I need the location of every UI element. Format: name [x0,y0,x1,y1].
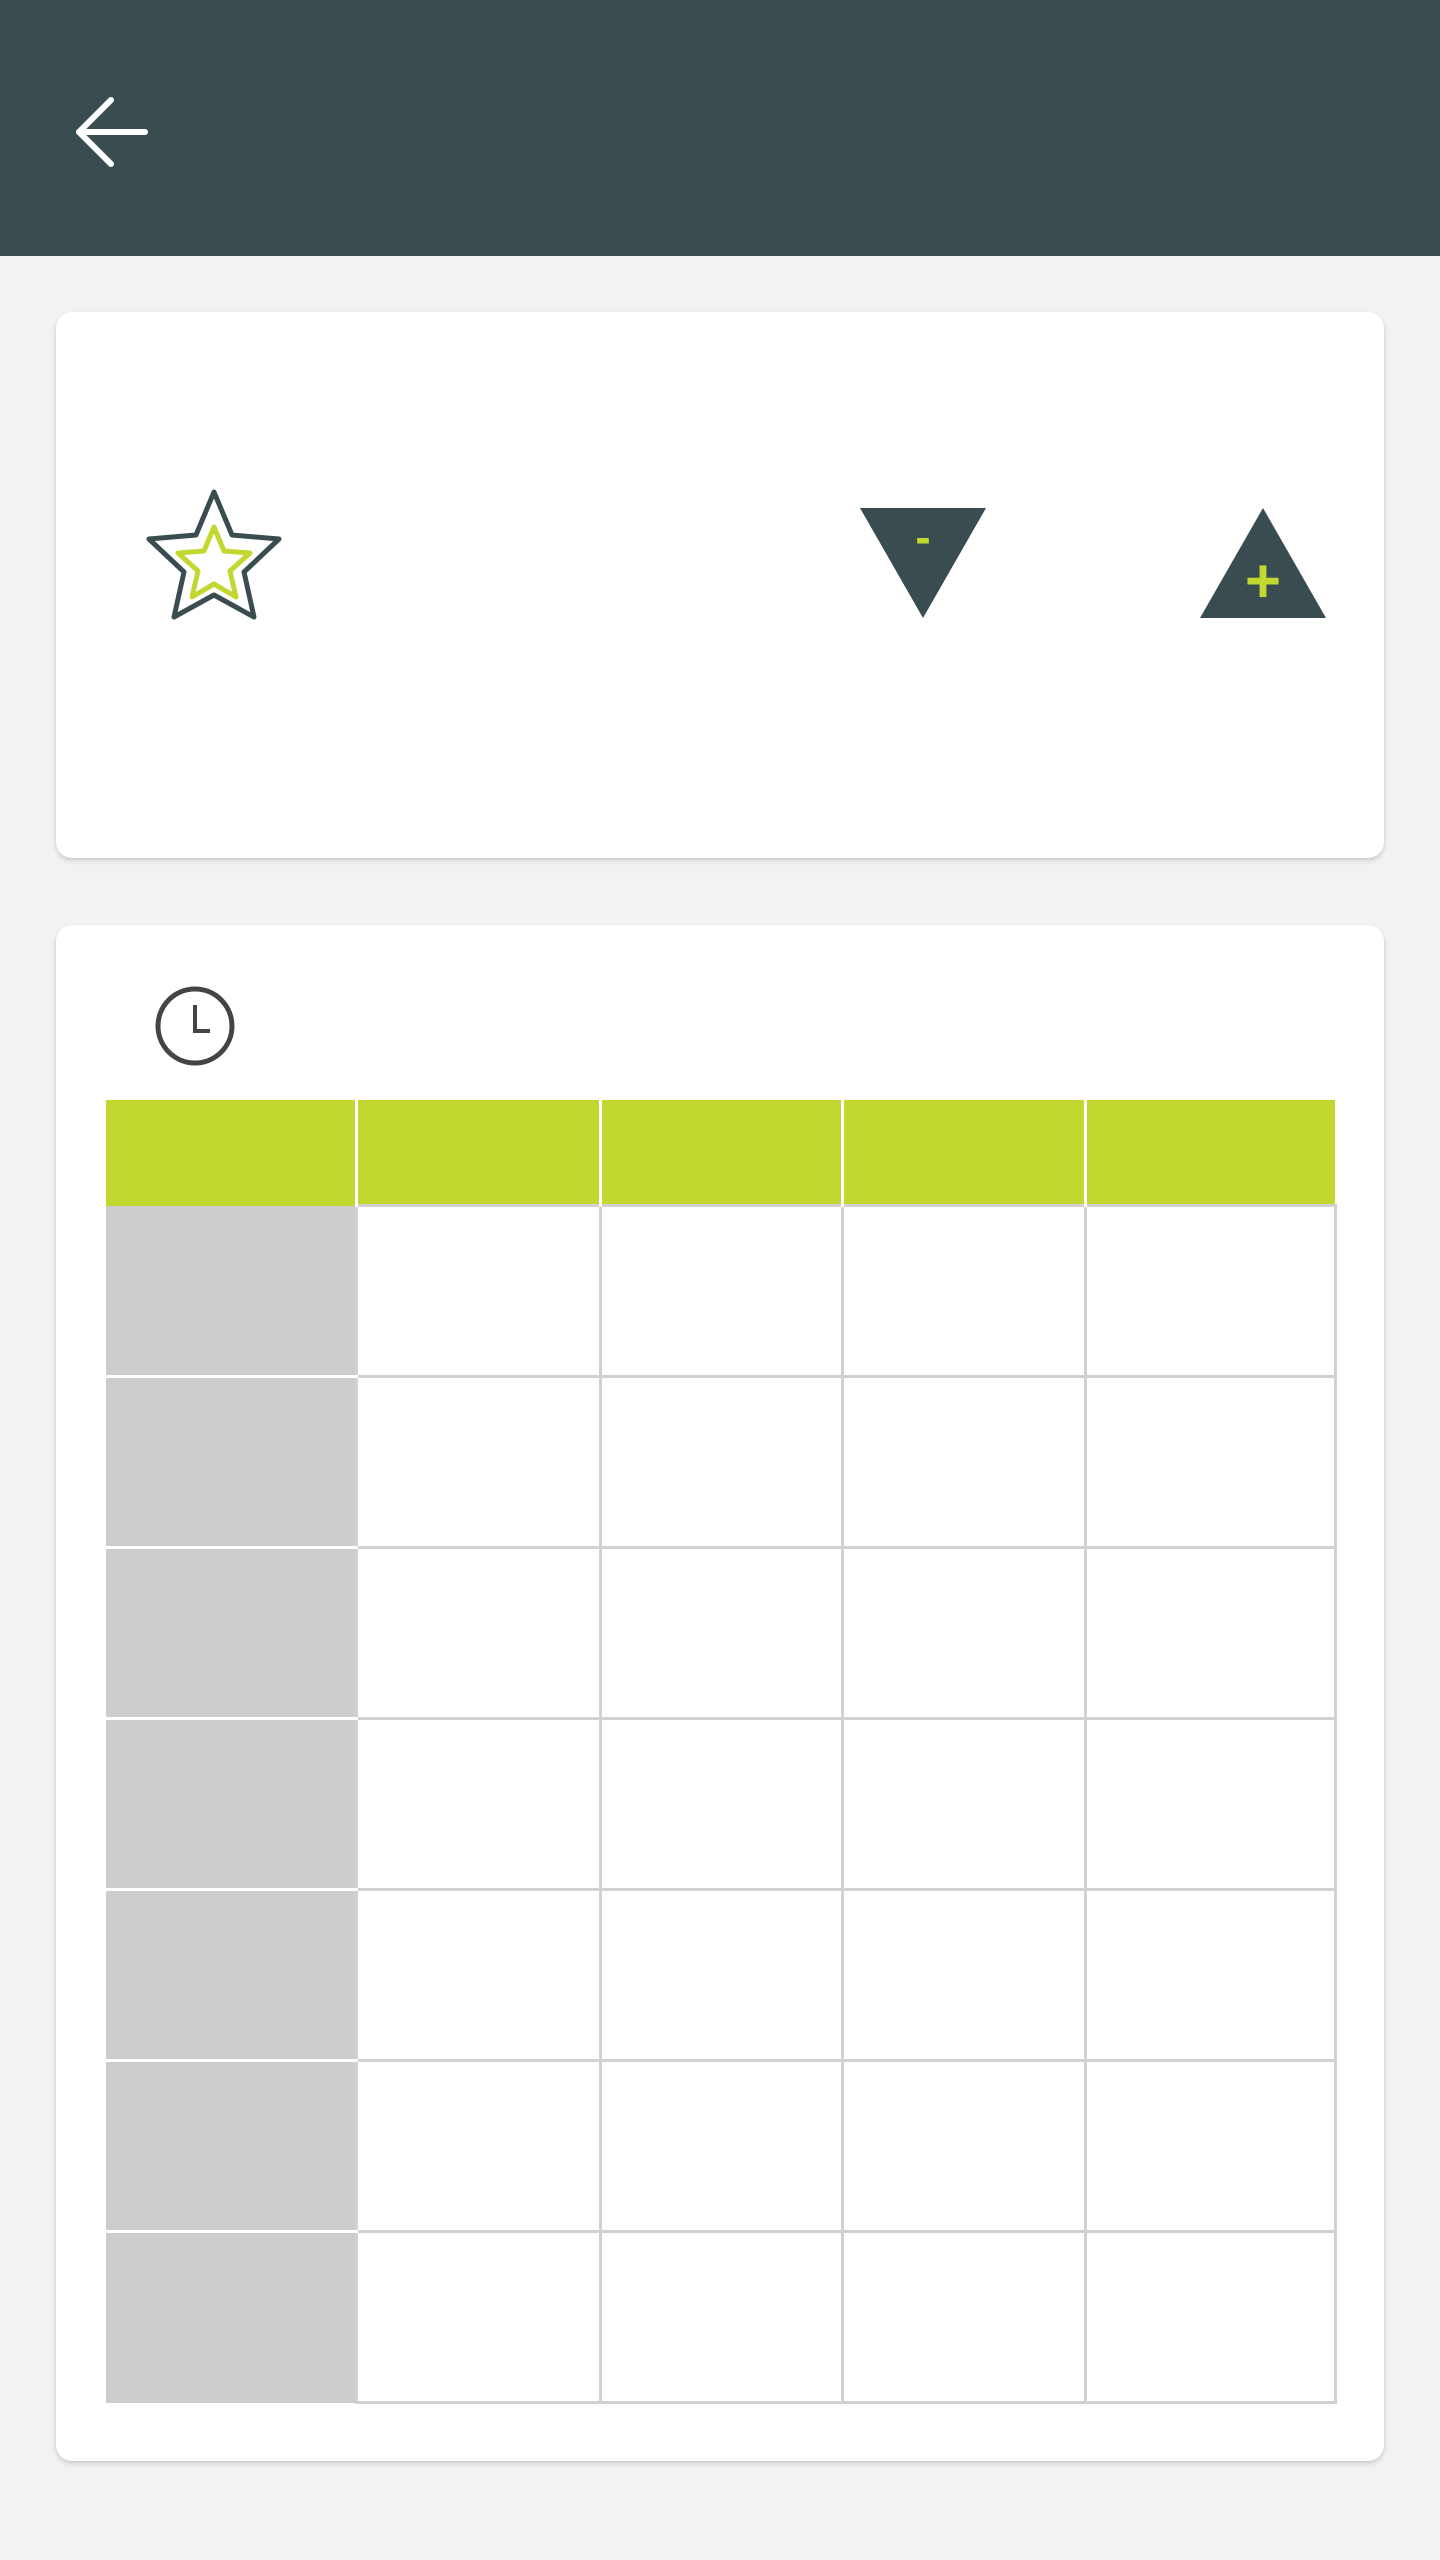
table-cell[interactable] [598,1888,844,2062]
table-cell[interactable] [354,1546,602,1720]
table-cell[interactable] [598,1717,844,1891]
column-header [598,1100,842,1206]
table-cell[interactable] [1083,1717,1337,1891]
table-row [106,1375,1337,1549]
table-cell[interactable] [1083,1375,1337,1549]
table-cell[interactable] [1083,1546,1337,1720]
table-row [106,1888,1337,2062]
table-cell[interactable] [1083,2059,1337,2233]
row-header [106,1205,356,1378]
row-header [106,1889,356,2062]
increase-label: + [1244,547,1282,616]
table-cell[interactable] [354,1717,602,1891]
table-row [106,1717,1337,1891]
table-cell[interactable] [840,1204,1087,1378]
column-header [840,1100,1085,1206]
triangle-up-icon [1200,508,1326,618]
row-header [106,2231,356,2403]
table-cell[interactable] [354,2059,602,2233]
table-cell[interactable] [598,1375,844,1549]
increase-button[interactable]: + [1180,498,1346,628]
decrease-button[interactable]: - [840,498,1006,628]
table-row [106,2230,1337,2404]
column-header [106,1100,356,1206]
table-cell[interactable] [598,2059,844,2233]
table-cell[interactable] [598,1204,844,1378]
schedule-table [106,1100,1337,2404]
star-icon [146,489,282,620]
row-header [106,1718,356,1891]
table-cell[interactable] [598,2230,844,2404]
row-header [106,1547,356,1720]
table-cell[interactable] [354,2230,602,2404]
table-cell[interactable] [354,1204,602,1378]
table-cell[interactable] [840,1717,1087,1891]
app-bar [0,0,1440,256]
column-header [1083,1100,1335,1206]
table-cell[interactable] [840,2059,1087,2233]
table-row [106,1546,1337,1720]
table-header-row [106,1100,1335,1206]
table-cell[interactable] [840,1546,1087,1720]
arrow-left-icon [76,97,148,167]
table-cell[interactable] [1083,2230,1337,2404]
table-cell[interactable] [598,1546,844,1720]
column-header [354,1100,600,1206]
back-button[interactable] [56,80,166,184]
decrease-label: - [915,511,931,563]
table-row [106,1204,1337,1378]
table-cell[interactable] [1083,1204,1337,1378]
table-cell[interactable] [840,1888,1087,2062]
table-cell[interactable] [840,1375,1087,1549]
schedule-card [56,925,1384,2461]
row-header [106,1376,356,1549]
table-row [106,2059,1337,2233]
table-cell[interactable] [354,1888,602,2062]
table-cell[interactable] [354,1375,602,1549]
table-cell[interactable] [1083,1888,1337,2062]
control-card: - + [56,312,1384,858]
table-cell[interactable] [840,2230,1087,2404]
row-header [106,2060,356,2233]
clock-icon [155,986,235,1066]
triangle-down-icon [860,508,986,618]
